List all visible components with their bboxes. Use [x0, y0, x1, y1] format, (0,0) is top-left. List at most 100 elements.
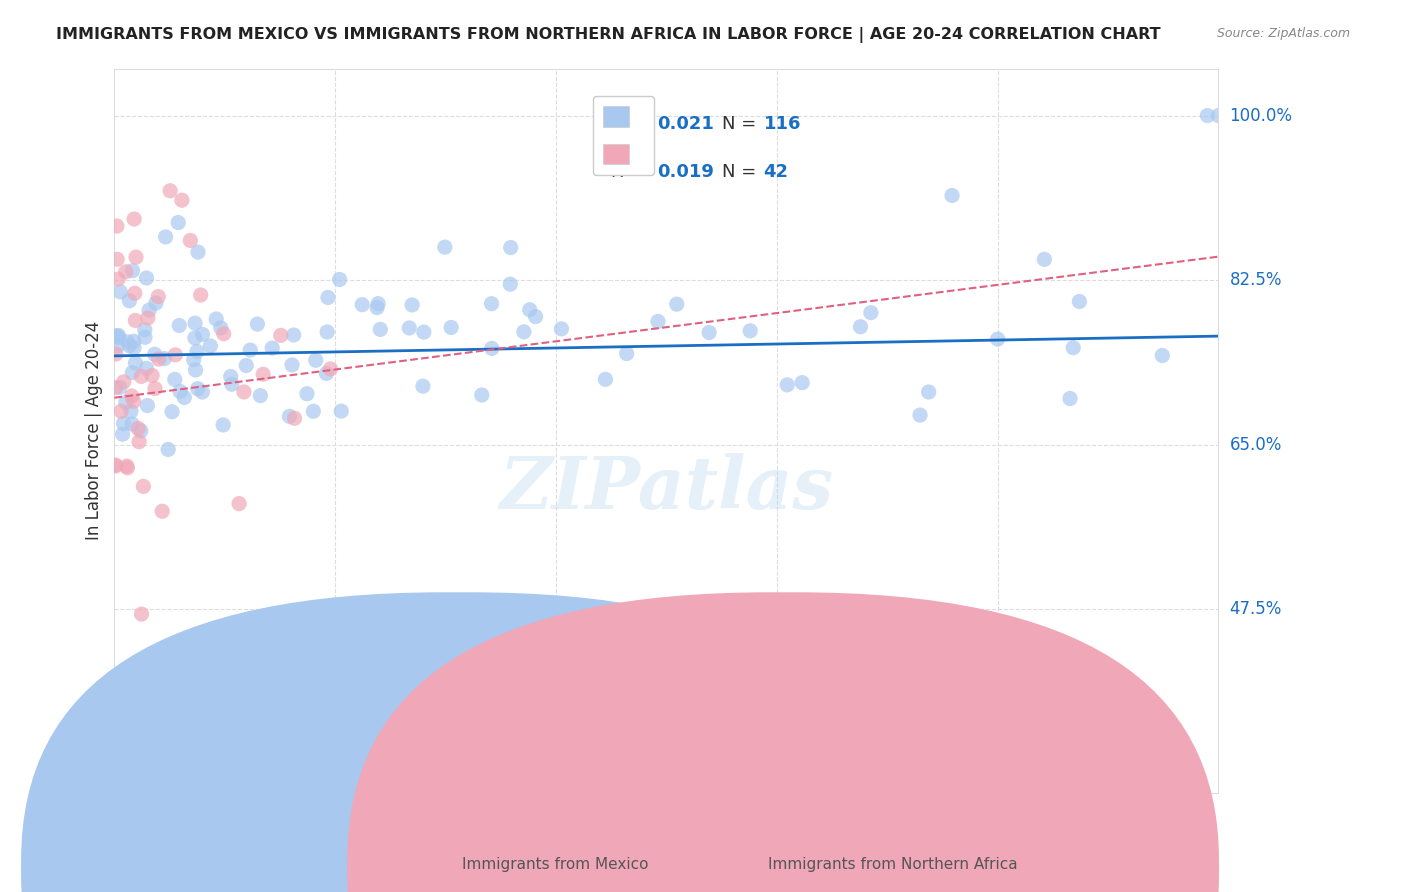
Point [368, 322, 391, 336]
Point [519, 302, 541, 317]
Point [481, 296, 503, 310]
Point [167, 318, 190, 333]
Point [315, 367, 337, 381]
Point [352, 298, 374, 312]
Point [187, 382, 209, 396]
Point [111, 427, 134, 442]
Point [471, 388, 494, 402]
Point [105, 328, 128, 343]
Point [191, 385, 214, 400]
Point [122, 334, 145, 349]
Point [187, 245, 209, 260]
Point [524, 310, 547, 324]
Point [173, 391, 195, 405]
Point [398, 321, 420, 335]
Point [1033, 252, 1056, 267]
Point [595, 372, 617, 386]
Point [481, 342, 503, 356]
Point [262, 341, 284, 355]
Point [252, 612, 274, 626]
Point [107, 331, 129, 345]
Point [908, 408, 931, 422]
Point [987, 332, 1010, 346]
Point [128, 434, 150, 449]
Point [859, 306, 882, 320]
Point [136, 399, 159, 413]
Point [283, 411, 305, 425]
Point [205, 312, 228, 326]
Point [842, 724, 865, 739]
Point [647, 314, 669, 328]
Point [136, 310, 159, 325]
Point [433, 240, 456, 254]
Point [124, 356, 146, 370]
Text: 82.5%: 82.5% [1230, 271, 1282, 289]
Point [792, 376, 814, 390]
Point [143, 382, 166, 396]
Point [183, 352, 205, 367]
Point [849, 319, 872, 334]
Point [112, 417, 135, 431]
Point [184, 316, 207, 330]
Point [148, 352, 170, 367]
Point [167, 216, 190, 230]
Y-axis label: In Labor Force | Age 20-24: In Labor Force | Age 20-24 [86, 321, 103, 541]
Point [550, 322, 572, 336]
Point [122, 341, 145, 355]
Point [163, 372, 186, 386]
Point [108, 380, 131, 394]
Point [917, 384, 939, 399]
Point [616, 346, 638, 360]
Point [239, 343, 262, 357]
Point [159, 184, 181, 198]
Point [270, 328, 292, 343]
Point [132, 479, 155, 493]
Point [804, 724, 827, 739]
Point [124, 313, 146, 327]
Point [278, 409, 301, 424]
Point [212, 326, 235, 341]
Point [121, 417, 143, 431]
Point [117, 460, 139, 475]
Point [122, 394, 145, 409]
Point [131, 607, 153, 621]
Text: 100.0%: 100.0% [1156, 823, 1219, 841]
Point [107, 328, 129, 343]
Point [776, 377, 799, 392]
Point [295, 386, 318, 401]
Point [212, 417, 235, 432]
Point [191, 327, 214, 342]
Text: 100.0%: 100.0% [1230, 106, 1292, 125]
Point [138, 303, 160, 318]
Point [1062, 341, 1084, 355]
Point [110, 285, 132, 299]
Point [127, 421, 149, 435]
Point [221, 377, 243, 392]
Point [135, 361, 157, 376]
Point [118, 293, 141, 308]
Text: 42: 42 [763, 163, 789, 181]
Point [141, 368, 163, 383]
Text: Immigrants from Mexico: Immigrants from Mexico [463, 857, 648, 872]
Point [143, 347, 166, 361]
Point [104, 458, 127, 472]
Point [316, 325, 339, 339]
Point [900, 691, 922, 706]
Point [121, 263, 143, 277]
Point [319, 362, 342, 376]
Point [513, 325, 536, 339]
Point [114, 265, 136, 279]
Point [740, 324, 762, 338]
Point [619, 609, 641, 624]
Point [1059, 392, 1081, 406]
Point [107, 339, 129, 353]
Point [329, 272, 352, 286]
Point [118, 339, 141, 353]
Text: R =: R = [612, 163, 650, 181]
Text: 0.021: 0.021 [658, 115, 714, 133]
Point [157, 442, 180, 457]
Point [170, 193, 193, 207]
Point [228, 497, 250, 511]
Text: Immigrants from Northern Africa: Immigrants from Northern Africa [768, 857, 1018, 872]
Point [105, 219, 128, 233]
